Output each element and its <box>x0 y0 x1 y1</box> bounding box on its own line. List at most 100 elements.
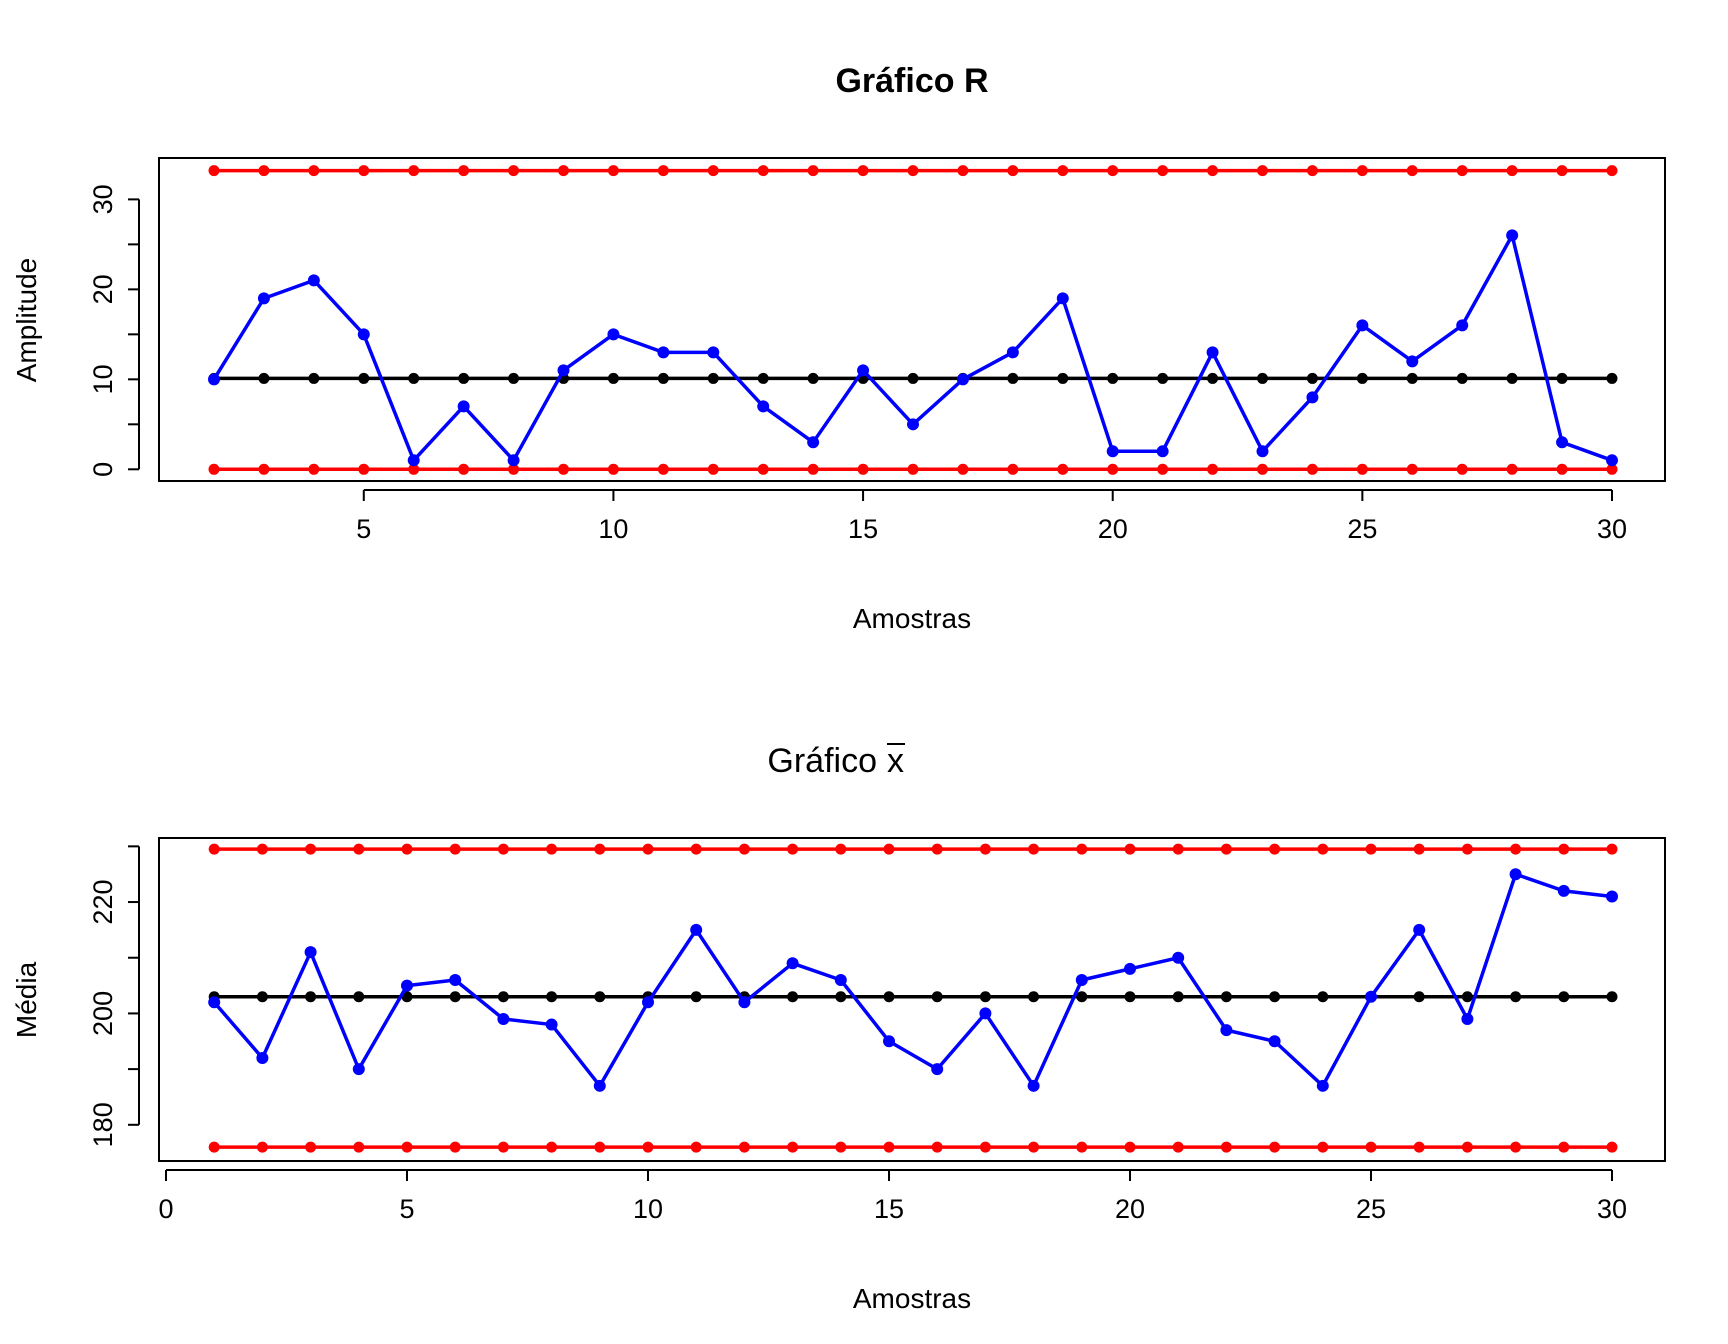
xbar-chart-center-point <box>1269 991 1281 1003</box>
xbar-chart-center-point <box>1413 991 1425 1003</box>
xbar-chart-center-point <box>690 991 702 1003</box>
r-chart-data-point <box>707 346 720 359</box>
r-chart-data-point <box>1306 391 1319 404</box>
xbar-chart-upper-limit-point <box>931 843 943 855</box>
xbar-chart-data-point <box>1316 1079 1329 1092</box>
r-chart-upper-limit-point <box>1107 165 1119 177</box>
r-chart-x-tick-label: 15 <box>848 514 878 544</box>
xbar-chart-data-point <box>1220 1024 1233 1037</box>
xbar-chart-lower-limit-point <box>787 1141 799 1153</box>
xbar-chart-lower-limit-point <box>1124 1141 1136 1153</box>
r-chart-data-point <box>557 364 570 377</box>
r-chart-lower-limit-point <box>807 463 819 475</box>
r-chart-center-point <box>1556 372 1568 384</box>
xbar-chart-data-point <box>449 974 462 987</box>
xbar-chart-data-point <box>1509 868 1522 881</box>
xbar-chart-lower-limit-point <box>1317 1141 1329 1153</box>
r-chart-lower-limit-point <box>1057 463 1069 475</box>
xbar-chart-data-point <box>834 974 847 987</box>
r-chart-lower-limit-point <box>1306 463 1318 475</box>
xbar-chart-upper-limit-point <box>1076 843 1088 855</box>
xbar-chart-data-point <box>1268 1035 1281 1048</box>
xbar-chart-data-point <box>690 923 703 936</box>
xbar-chart-data-point <box>545 1018 558 1031</box>
r-chart-upper-limit-point <box>1157 165 1169 177</box>
xbar-chart-center-point <box>931 991 943 1003</box>
r-chart-data-point <box>208 373 220 386</box>
r-chart-data-point <box>1606 454 1618 467</box>
xbar-chart-upper-limit-point <box>738 843 750 855</box>
xbar-chart-lower-limit-point <box>546 1141 558 1153</box>
r-chart-x-tick-label: 25 <box>1347 514 1377 544</box>
r-chart-upper-limit-point <box>757 165 769 177</box>
xbar-chart-lower-limit-point <box>931 1141 943 1153</box>
r-chart-data-point <box>407 454 420 467</box>
xbar-chart-data-point <box>1365 990 1377 1003</box>
r-chart-lower-limit-point <box>258 463 270 475</box>
xbar-chart-upper-limit-point <box>835 843 847 855</box>
r-chart-upper-limit-point <box>1007 165 1019 177</box>
r-chart-data-point <box>607 328 620 341</box>
xbar-chart-upper-limit-point <box>1172 843 1184 855</box>
xbar-chart: Gráfico x 0 5 10 15 20 25 30 180 200 220 Amostra… <box>11 742 1666 1314</box>
r-chart-y-tick-label: 10 <box>88 364 118 394</box>
r-chart-y-tick-label: 0 <box>88 462 118 477</box>
r-chart-upper-limit-point <box>1257 165 1268 177</box>
xbar-chart-data-point <box>1557 884 1570 897</box>
xbar-chart-center-point <box>594 991 606 1003</box>
xbar-chart-x-tick-label: 20 <box>1115 1194 1145 1224</box>
xbar-chart-plot-box <box>158 837 1666 1162</box>
xbar-chart-center-point <box>305 991 317 1003</box>
r-chart-center-point <box>1257 372 1268 384</box>
xbar-chart-upper-limit-point <box>305 843 317 855</box>
r-chart-lower-limit-point <box>558 463 569 475</box>
r-chart-upper-limit-point <box>258 165 270 177</box>
r-chart-center-point <box>907 372 919 384</box>
xbar-chart-upper-limit-point <box>594 843 606 855</box>
r-chart-lower-limit-point <box>957 463 969 475</box>
r-chart-upper-limit-point <box>857 165 869 177</box>
xbar-chart-center-point <box>835 991 847 1003</box>
r-chart-data-point <box>1456 319 1469 332</box>
r-chart-center-point <box>807 372 819 384</box>
r-chart-data-point <box>307 274 320 287</box>
r-chart-lower-limit-point <box>1207 463 1219 475</box>
r-chart-data-point <box>657 346 670 359</box>
xbar-chart-data-point <box>642 996 654 1009</box>
r-chart-center-point <box>607 372 619 384</box>
xbar-chart-lower-limit-point <box>401 1141 413 1153</box>
r-chart-center-point <box>1506 372 1518 384</box>
xbar-chart-lower-limit-point <box>353 1141 365 1153</box>
xbar-chart-lower-limit-point <box>835 1141 847 1153</box>
xbar-chart-center-point <box>787 991 799 1003</box>
r-chart-center-point <box>258 372 270 384</box>
xbar-chart-center-point <box>1028 991 1040 1003</box>
xbar-chart-center-point <box>1124 991 1136 1003</box>
r-chart-data-point <box>1056 292 1069 305</box>
r-chart-data-point <box>1156 445 1169 458</box>
r-chart-upper-limit-point <box>458 165 470 177</box>
xbar-chart-upper-limit-point <box>642 843 654 855</box>
xbar-chart-upper-limit-point <box>1558 843 1570 855</box>
xbar-chart-upper-limit-point <box>1220 843 1232 855</box>
r-chart-upper-limit-point <box>907 165 919 177</box>
r-chart-upper-limit-point <box>1506 165 1518 177</box>
r-chart-upper-limit-point <box>1057 165 1069 177</box>
xbar-chart-y-tick-label: 220 <box>88 880 118 925</box>
r-chart-center-point <box>657 372 669 384</box>
xbar-chart-x-tick-label: 25 <box>1356 1194 1386 1224</box>
xbar-chart-x-tick-label: 0 <box>158 1194 173 1224</box>
r-chart-y-tick-label: 20 <box>88 274 118 304</box>
r-chart-x-tick-label: 10 <box>598 514 628 544</box>
xbar-chart-center-point <box>353 991 365 1003</box>
r-chart-data-point <box>457 400 470 413</box>
xbar-chart-upper-limit-point <box>1317 843 1329 855</box>
r-chart-lower-limit-point <box>1157 463 1169 475</box>
xbar-chart-upper-limit-point <box>1413 843 1425 855</box>
r-chart-data-point <box>1106 445 1119 458</box>
xbar-chart-upper-limit-point <box>208 843 220 855</box>
xbar-chart-lower-limit-point <box>1076 1141 1088 1153</box>
xbar-chart-upper-limit-point <box>256 843 268 855</box>
xbar-chart-data-point <box>1413 923 1426 936</box>
